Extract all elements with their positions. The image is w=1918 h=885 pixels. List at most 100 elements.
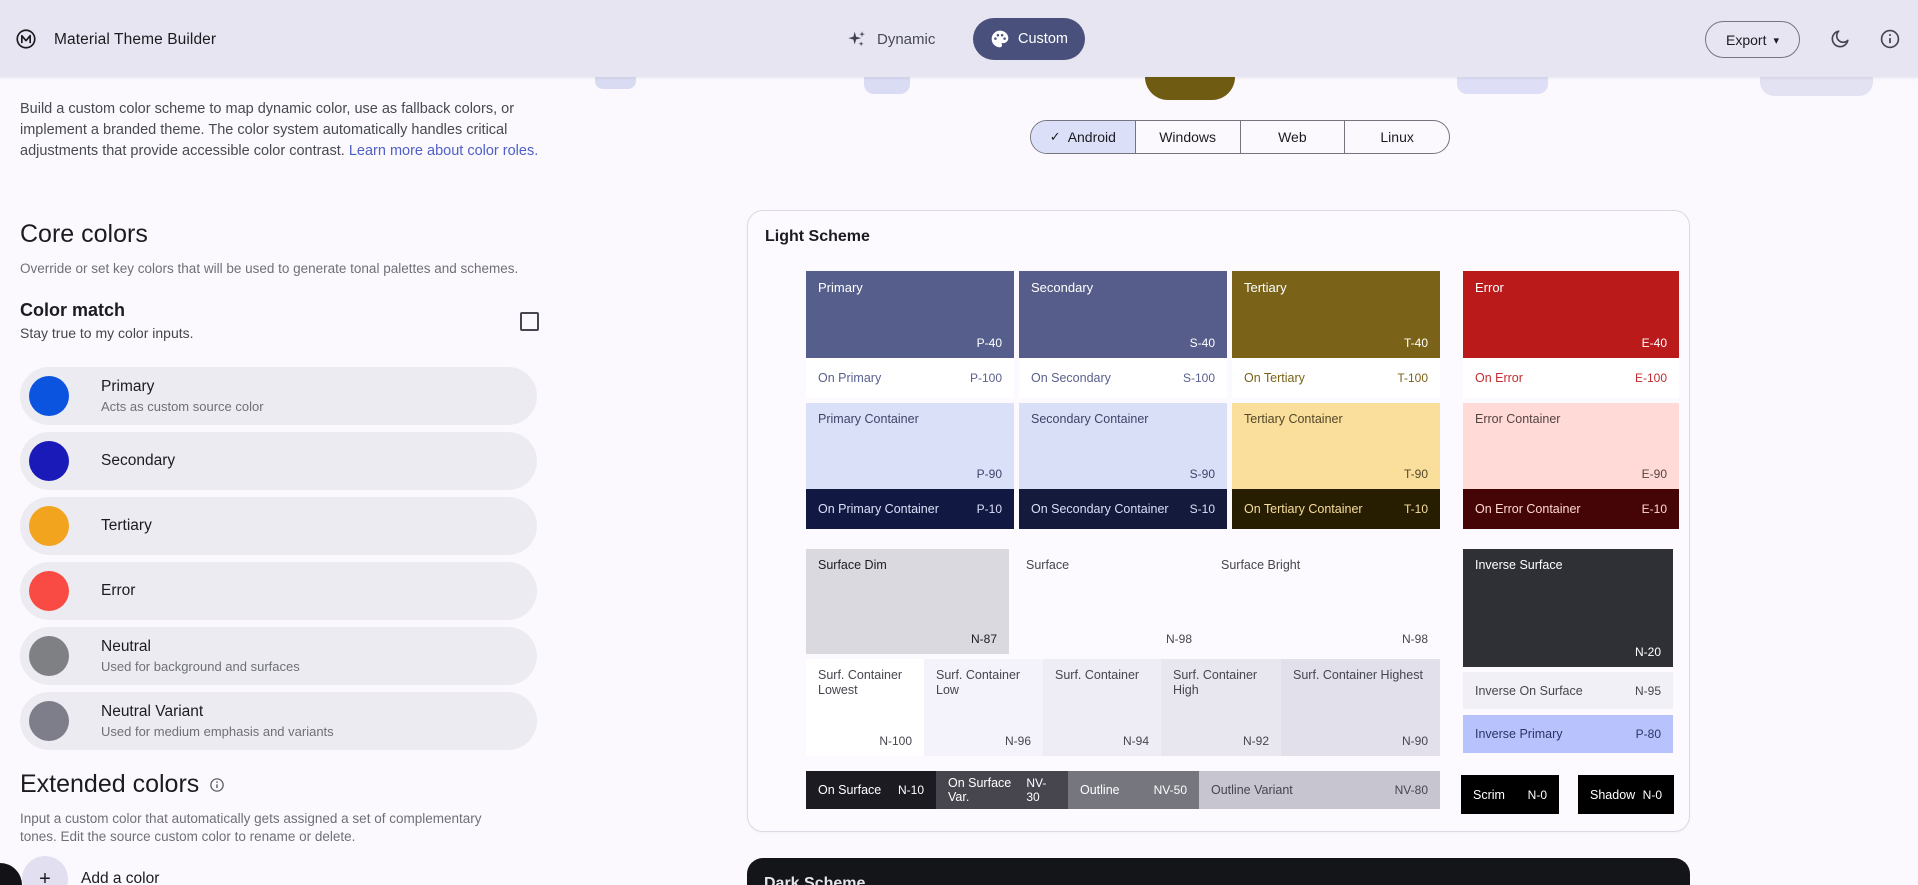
color-roles-link[interactable]: Learn more about color roles. (348, 143, 539, 159)
core-color-primary[interactable]: Primary Acts as custom source color (20, 367, 537, 425)
tone-value: T-40 (1403, 336, 1428, 350)
add-color-button[interactable]: + Add a color (22, 856, 159, 885)
add-color-label: Add a color (81, 870, 160, 885)
tab-linux[interactable]: Linux (1344, 121, 1449, 153)
cell-label: Error Container (1475, 412, 1561, 426)
tab-windows[interactable]: Windows (1134, 121, 1240, 153)
tone-value: P-40 (976, 336, 1002, 350)
cell-label: On Surface (818, 783, 882, 797)
intro-text: Build a custom color scheme to map dynam… (20, 99, 540, 162)
cell-on-tertiary[interactable]: On Tertiary T-100 (1232, 358, 1440, 398)
tone-value: N-100 (879, 734, 912, 748)
cell-label: Outline (1080, 783, 1120, 797)
core-color-description: Used for medium emphasis and variants (101, 724, 334, 739)
tone-value: S-10 (1189, 502, 1215, 516)
cell-label: On Primary (818, 371, 882, 385)
cell-surface-container-highest[interactable]: Surf. Container Highest N-90 (1281, 659, 1440, 756)
core-color-tertiary[interactable]: Tertiary (20, 497, 537, 555)
cell-inverse-on-surface[interactable]: Inverse On Surface N-95 (1463, 672, 1673, 709)
cell-surface-container-low[interactable]: Surf. Container Low N-96 (924, 659, 1043, 756)
tone-value: N-95 (1634, 683, 1661, 698)
cell-label: On Error (1475, 371, 1523, 385)
app-title: Material Theme Builder (54, 31, 217, 48)
cell-label: Surf. Container (1055, 668, 1140, 682)
cell-on-error[interactable]: On Error E-100 (1463, 358, 1679, 398)
cell-inverse-primary[interactable]: Inverse Primary P-80 (1463, 715, 1673, 753)
cell-label: Surf. Container Low (936, 668, 1021, 697)
core-colors-title: Core colors (20, 220, 148, 248)
info-icon[interactable] (209, 777, 225, 793)
cell-on-secondary-container[interactable]: On Secondary Container S-10 (1019, 489, 1227, 529)
cell-surface-container[interactable]: Surf. Container N-94 (1043, 659, 1161, 756)
nav-dynamic[interactable]: Dynamic (846, 25, 935, 53)
cell-label: Surface Bright (1221, 558, 1301, 572)
core-color-neutral[interactable]: Neutral Used for background and surfaces (20, 627, 537, 685)
cell-inverse-surface[interactable]: Inverse Surface N-20 (1463, 549, 1673, 667)
cell-tertiary-container[interactable]: Tertiary Container T-90 (1232, 403, 1440, 489)
dark-scheme-card: Dark Scheme (747, 858, 1690, 885)
core-color-label: Primary (101, 378, 155, 395)
color-match-checkbox[interactable] (520, 312, 539, 331)
cell-outline-variant[interactable]: Outline Variant NV-80 (1199, 771, 1440, 809)
core-color-error[interactable]: Error (20, 562, 537, 620)
cell-primary-container[interactable]: Primary Container P-90 (806, 403, 1014, 489)
dark-mode-toggle[interactable] (1828, 27, 1852, 51)
cell-outline[interactable]: Outline NV-50 (1068, 771, 1199, 809)
core-color-description: Acts as custom source color (101, 399, 264, 414)
cell-on-primary-container[interactable]: On Primary Container P-10 (806, 489, 1014, 529)
tab-web[interactable]: Web (1239, 121, 1345, 153)
cell-label: Primary (818, 280, 863, 295)
cell-label: Inverse Surface (1475, 558, 1563, 572)
tone-value: S-40 (1189, 336, 1215, 350)
cell-tertiary[interactable]: Tertiary T-40 (1232, 271, 1440, 358)
nav-custom[interactable]: Custom (973, 18, 1085, 60)
cell-label: On Secondary Container (1031, 502, 1169, 516)
cell-secondary[interactable]: Secondary S-40 (1019, 271, 1227, 358)
core-color-label: Neutral Variant (101, 703, 204, 720)
tone-value: NV-30 (1026, 776, 1047, 804)
export-button[interactable]: Export ▾ (1705, 21, 1800, 58)
tone-value: N-20 (1634, 645, 1661, 659)
tone-value: N-92 (1242, 734, 1269, 748)
nav-dynamic-label: Dynamic (877, 30, 936, 48)
cell-surface-container-high[interactable]: Surf. Container High N-92 (1161, 659, 1281, 756)
cell-surface-dim[interactable]: Surface Dim N-87 (806, 549, 1009, 654)
secondary-color-swatch (29, 441, 69, 481)
cell-primary[interactable]: Primary P-40 (806, 271, 1014, 358)
cell-scrim[interactable]: Scrim N-0 (1461, 775, 1559, 814)
tone-value: N-94 (1122, 734, 1149, 748)
cell-label: Surf. Container High (1173, 668, 1258, 697)
cell-surface[interactable]: Surface N-98 (1014, 549, 1204, 654)
cell-label: Inverse On Surface (1475, 683, 1583, 698)
cell-on-surface[interactable]: On Surface N-10 (806, 771, 936, 809)
cell-on-tertiary-container[interactable]: On Tertiary Container T-10 (1232, 489, 1440, 529)
export-label: Export (1726, 31, 1767, 48)
cell-surface-container-lowest[interactable]: Surf. Container Lowest N-100 (806, 659, 924, 756)
info-button[interactable] (1878, 27, 1902, 51)
cell-on-error-container[interactable]: On Error Container E-10 (1463, 489, 1679, 529)
core-color-secondary[interactable]: Secondary (20, 432, 537, 490)
tone-value: S-90 (1189, 467, 1215, 481)
tone-value: T-100 (1397, 371, 1428, 385)
tone-value: NV-50 (1153, 783, 1187, 797)
tone-value: N-0 (1527, 787, 1547, 802)
cell-surface-bright[interactable]: Surface Bright N-98 (1209, 549, 1440, 654)
plus-icon: + (22, 856, 68, 885)
partial-fab[interactable] (0, 863, 22, 885)
cell-label: Error (1475, 280, 1504, 295)
core-color-neutral-variant[interactable]: Neutral Variant Used for medium emphasis … (20, 692, 537, 750)
cell-on-surface-variant[interactable]: On Surface Var. NV-30 (936, 771, 1068, 809)
cell-error-container[interactable]: Error Container E-90 (1463, 403, 1679, 489)
cell-on-primary[interactable]: On Primary P-100 (806, 358, 1014, 398)
cell-label: Surface Dim (818, 558, 887, 572)
cell-on-secondary[interactable]: On Secondary S-100 (1019, 358, 1227, 398)
tab-label: Web (1278, 129, 1307, 145)
material-logo-icon (16, 29, 36, 49)
core-color-label: Error (101, 582, 136, 599)
tab-android[interactable]: ✓ Android (1031, 121, 1135, 153)
primary-color-swatch (29, 376, 69, 416)
cell-error[interactable]: Error E-40 (1463, 271, 1679, 358)
cell-secondary-container[interactable]: Secondary Container S-90 (1019, 403, 1227, 489)
scrolled-content-swatch (1457, 77, 1548, 94)
cell-shadow[interactable]: Shadow N-0 (1578, 775, 1674, 814)
